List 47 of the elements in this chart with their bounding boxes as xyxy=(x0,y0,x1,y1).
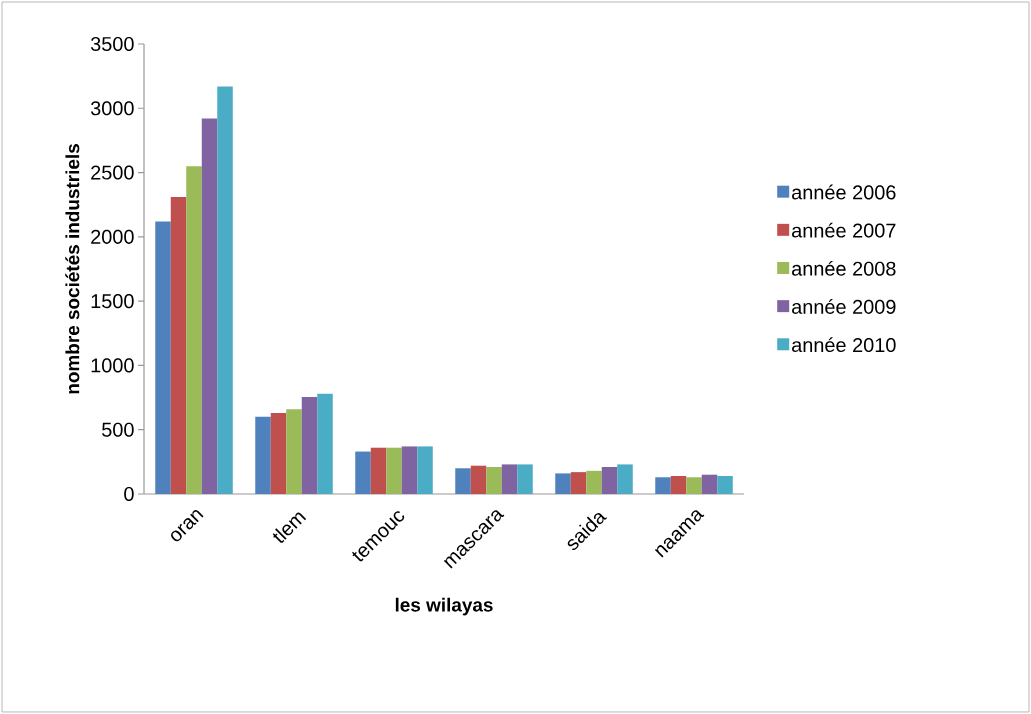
x-tick-label: tlem xyxy=(272,512,307,543)
bar xyxy=(286,409,302,494)
bar xyxy=(270,412,287,494)
legend-label: année 2008 xyxy=(792,260,896,276)
bar xyxy=(717,475,733,494)
bar xyxy=(617,464,633,494)
bar xyxy=(370,447,387,494)
y-tick-label: 3500 xyxy=(90,36,134,52)
bar xyxy=(501,464,518,494)
bar xyxy=(155,221,171,494)
legend-label: année 2006 xyxy=(792,184,896,200)
bar xyxy=(186,166,202,494)
bar xyxy=(170,196,187,494)
x-axis-title: les wilayas xyxy=(395,597,493,616)
bar xyxy=(686,477,702,494)
bar xyxy=(217,86,233,494)
bar xyxy=(470,465,487,494)
bar xyxy=(417,446,433,494)
bar xyxy=(255,416,271,494)
y-tick-label: 0 xyxy=(124,486,134,502)
bar xyxy=(670,475,687,494)
bar xyxy=(301,396,318,494)
bar xyxy=(201,118,218,494)
bar xyxy=(317,393,333,494)
y-tick-label: 2500 xyxy=(91,165,134,180)
bar xyxy=(555,473,571,494)
y-tick-label: 1000 xyxy=(91,358,134,373)
bar xyxy=(386,447,402,494)
bar xyxy=(570,472,587,494)
legend-label: année 2009 xyxy=(792,299,896,314)
bar xyxy=(655,477,671,494)
legend-label: année 2010 xyxy=(792,337,896,353)
legend-label: année 2007 xyxy=(792,222,896,238)
bar xyxy=(586,470,602,494)
x-tick-label: oran xyxy=(171,509,204,542)
y-axis-title: nombre sociétés industriels xyxy=(65,144,80,394)
bar xyxy=(455,468,471,494)
y-tick-label: 3000 xyxy=(90,101,134,116)
bar xyxy=(517,464,533,494)
bar xyxy=(355,451,371,494)
y-tick-label: 1500 xyxy=(91,294,134,309)
bar xyxy=(601,466,618,494)
bar xyxy=(486,466,502,494)
bar xyxy=(701,474,718,494)
y-tick-label: 2000 xyxy=(91,229,134,244)
bar xyxy=(401,446,418,494)
y-tick-label: 500 xyxy=(102,422,134,437)
